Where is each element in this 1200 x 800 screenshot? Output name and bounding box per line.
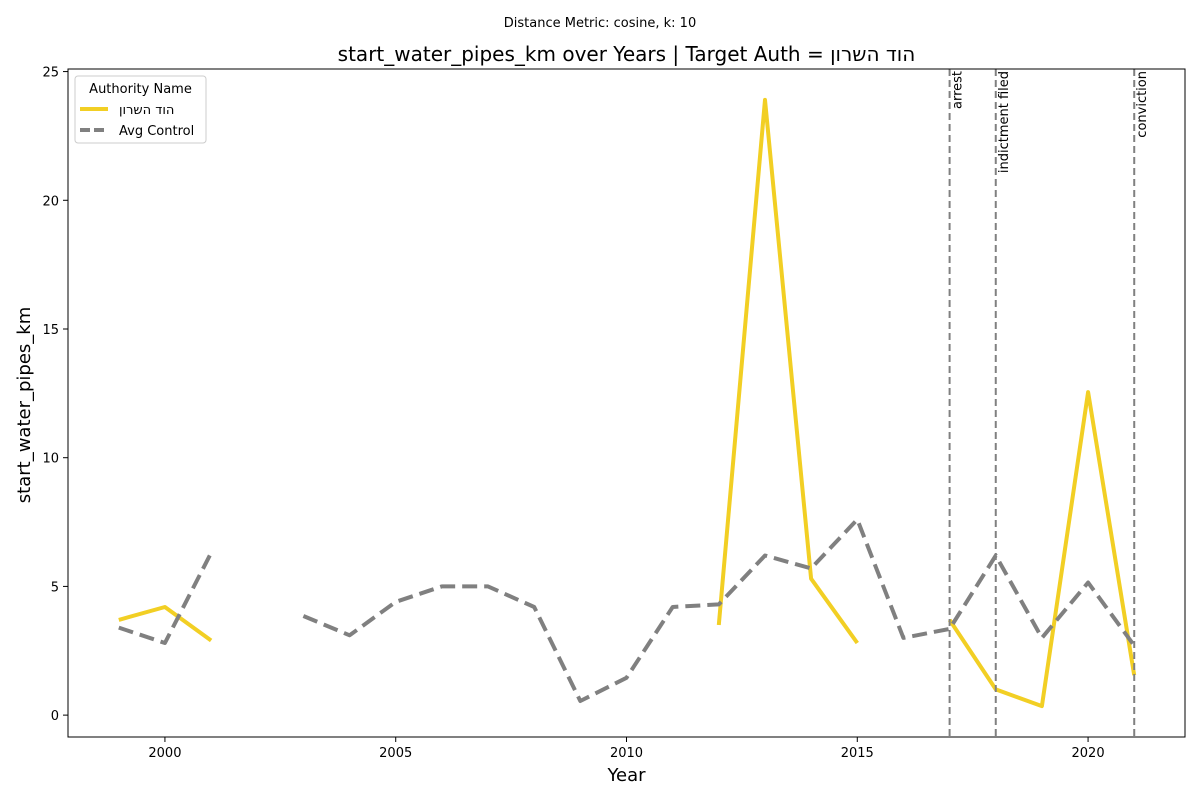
y-tick-label: 5 [51,580,59,595]
control-series-line [118,551,213,645]
x-tick-label: 2010 [610,746,643,761]
plot-frame [67,68,1186,738]
y-tick-label: 20 [42,194,59,209]
y-tick-label: 10 [42,452,59,467]
chart-title: start_water_pipes_km over Years | Target… [338,42,916,66]
event-label: conviction [1135,71,1150,138]
x-tick-label: 2015 [841,746,874,761]
target-series-line [118,605,213,643]
x-tick-label: 2005 [379,746,412,761]
series-group [118,517,1136,703]
chart-suptitle: Distance Metric: cosine, k: 10 [504,16,696,31]
target-series-line [716,97,859,645]
legend-box [74,75,207,144]
y-tick-label: 15 [42,323,59,338]
x-tick-label: 2000 [148,746,181,761]
target-series-line [947,390,1137,709]
x-axis-label: Year [606,765,646,786]
legend-entry: Avg Control [119,124,194,139]
y-tick-label: 0 [51,709,59,724]
y-tick-label: 25 [42,66,59,81]
event-label: arrest [951,71,966,109]
event-label: indictment filed [997,71,1012,173]
x-tick-label: 2020 [1072,746,1105,761]
legend-title: Authority Name [89,82,192,97]
legend: Authority Name הוד השרון Avg Control [74,75,207,144]
y-axis-label: start_water_pipes_km [14,307,35,503]
legend-entry: הוד השרון [119,103,174,118]
series-group [118,97,1137,709]
